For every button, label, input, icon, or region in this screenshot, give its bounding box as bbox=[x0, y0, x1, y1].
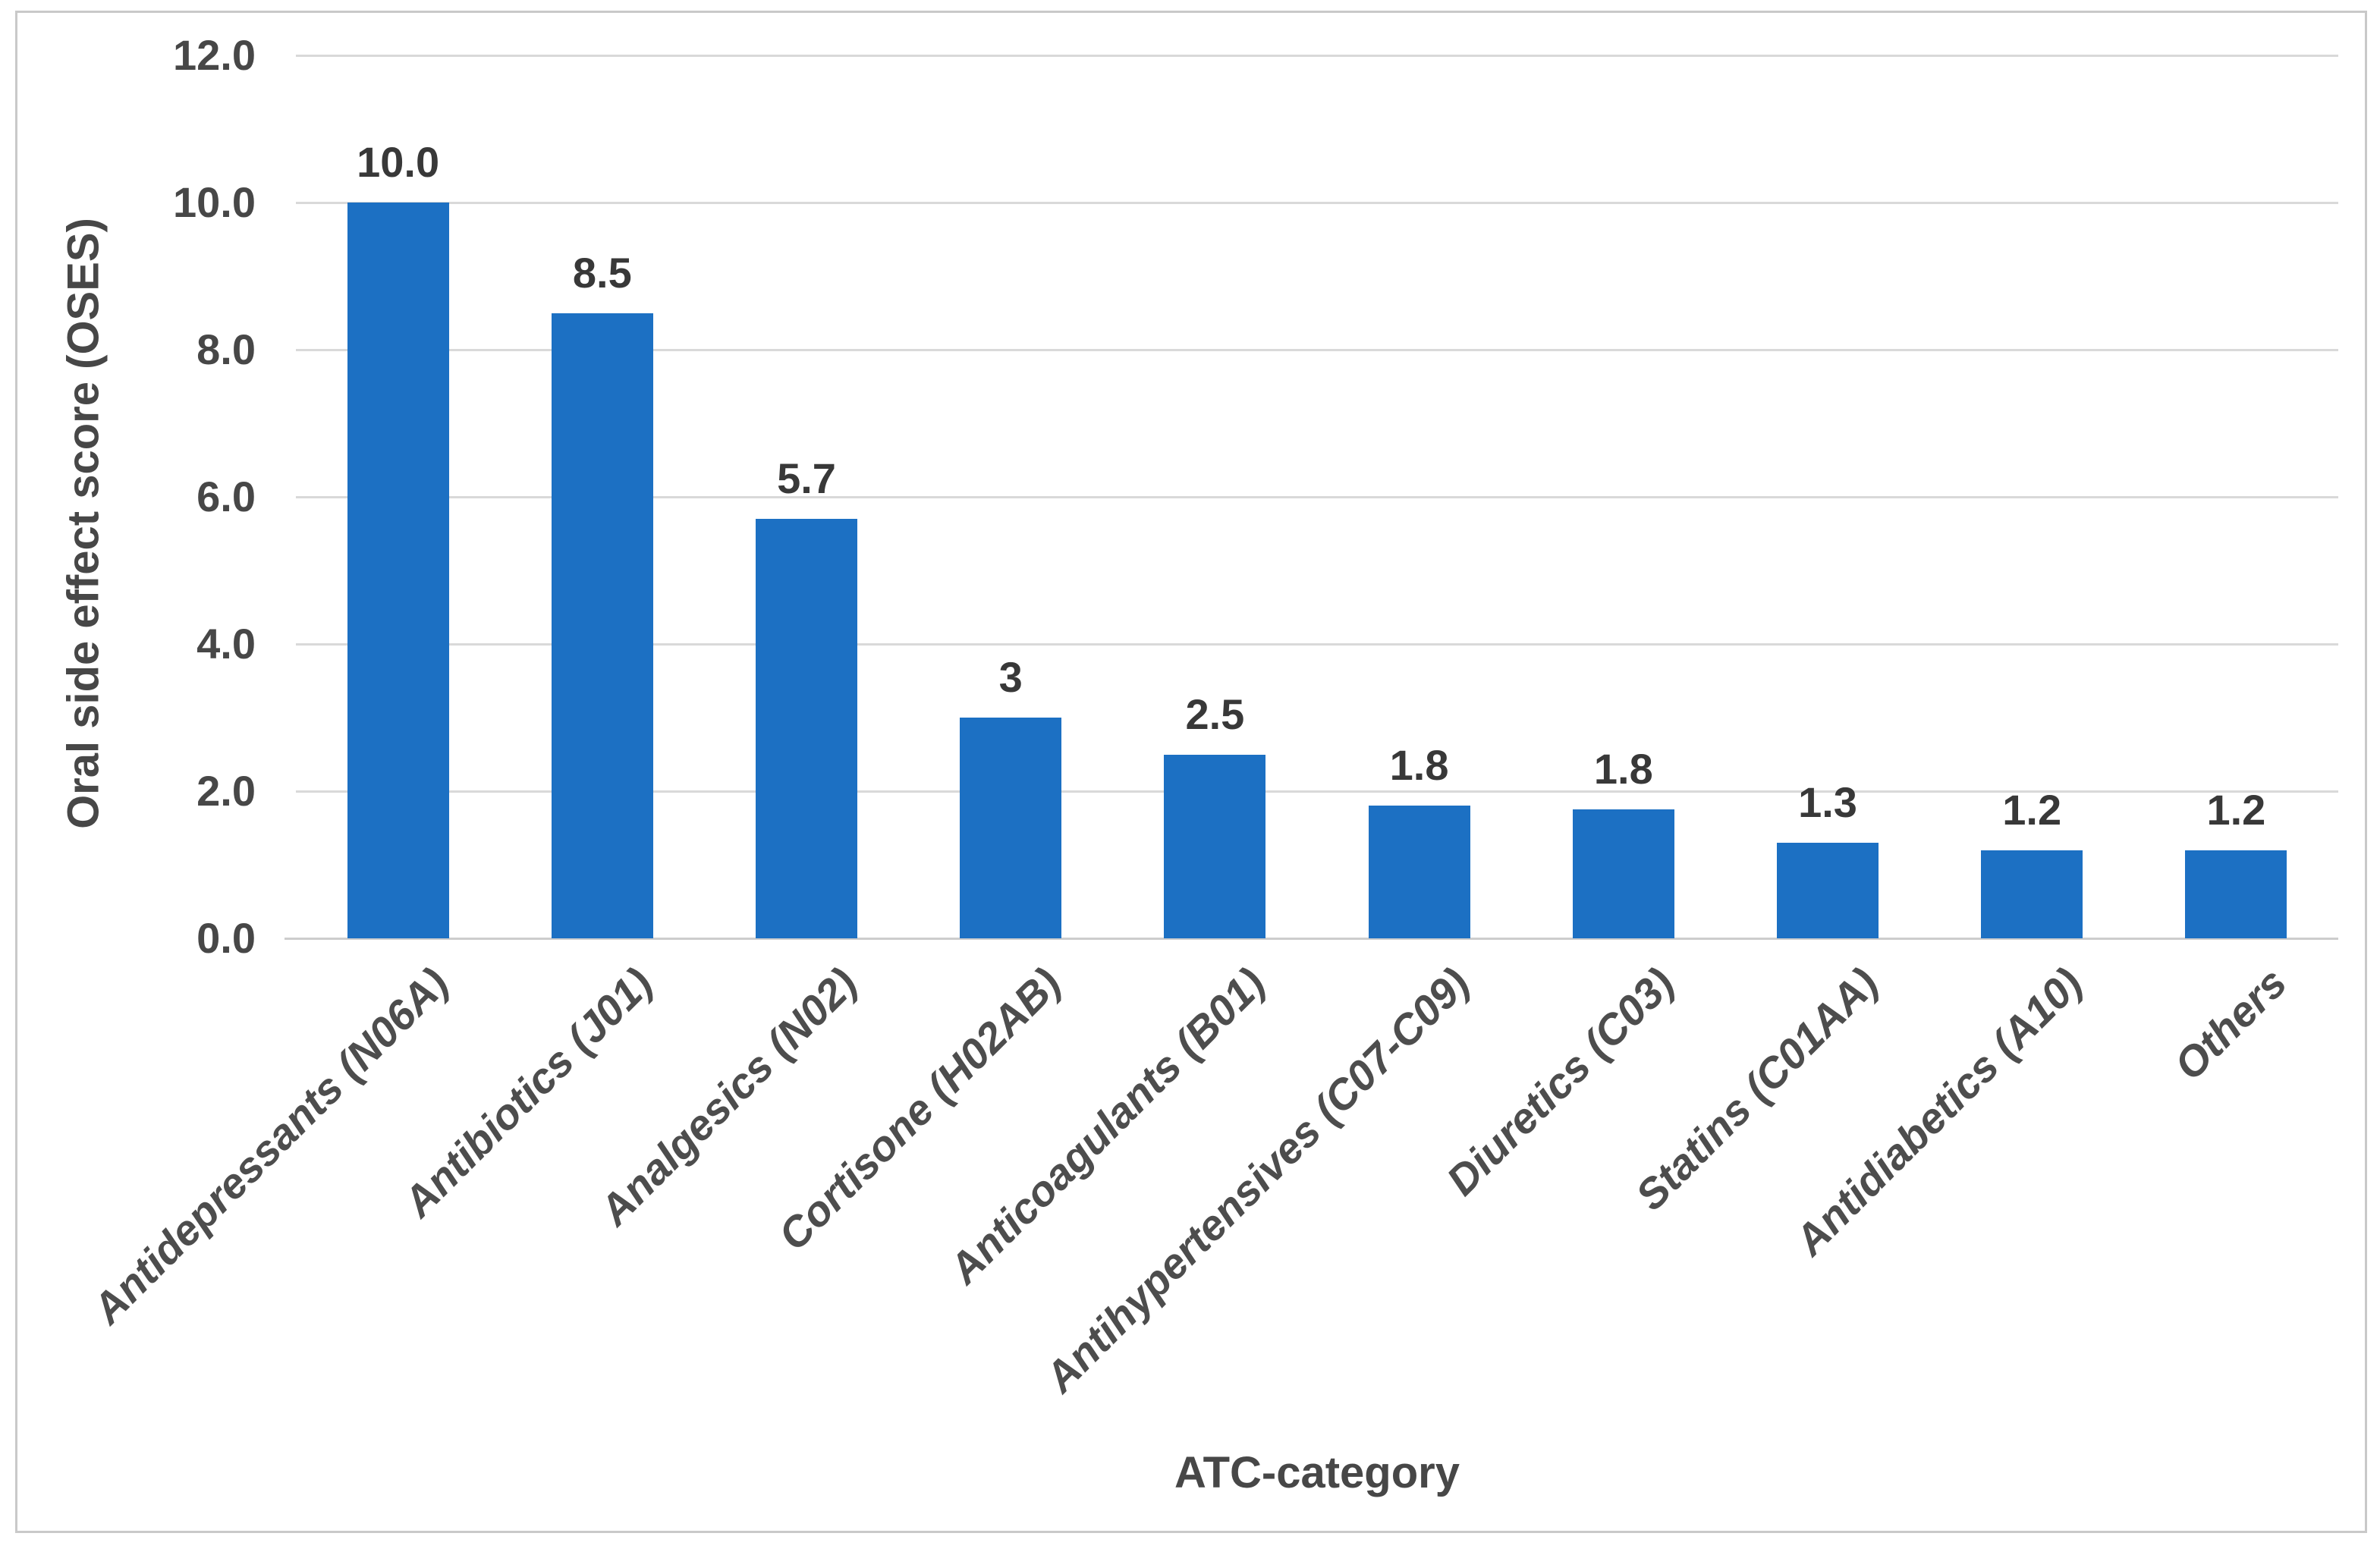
y-tick-label: 6.0 bbox=[196, 473, 256, 520]
bar-value-label: 1.3 bbox=[1798, 778, 1857, 826]
bar bbox=[1164, 754, 1266, 938]
bar bbox=[1572, 809, 1674, 938]
gridline bbox=[296, 349, 2338, 351]
bar bbox=[1981, 850, 2083, 938]
y-tick-label: 10.0 bbox=[173, 178, 256, 226]
bar-value-label: 1.8 bbox=[1389, 741, 1449, 790]
bar-value-label: 1.8 bbox=[1593, 745, 1653, 793]
y-tick-label: 0.0 bbox=[196, 914, 256, 962]
y-axis-title: Oral side effect score (OSES) bbox=[58, 218, 108, 829]
bar bbox=[756, 519, 857, 938]
bar-value-label: 8.5 bbox=[572, 248, 632, 297]
bar bbox=[1777, 842, 1879, 938]
x-axis-line bbox=[285, 938, 2338, 940]
x-axis-title: ATC-category bbox=[1174, 1448, 1460, 1497]
y-tick-label: 4.0 bbox=[196, 620, 256, 668]
bar bbox=[551, 313, 653, 938]
bar-value-label: 1.2 bbox=[2002, 785, 2062, 834]
y-tick-label: 8.0 bbox=[196, 325, 256, 373]
gridline bbox=[296, 496, 2338, 498]
y-tick-label: 2.0 bbox=[196, 767, 256, 815]
bar bbox=[347, 203, 449, 938]
bar-value-label: 5.7 bbox=[777, 454, 836, 503]
gridline bbox=[296, 202, 2338, 204]
bar bbox=[2185, 850, 2287, 938]
y-tick-label: 12.0 bbox=[173, 31, 256, 79]
gridline bbox=[296, 643, 2338, 646]
gridline bbox=[296, 790, 2338, 793]
bar bbox=[960, 718, 1062, 938]
bar-value-label: 10.0 bbox=[357, 138, 440, 186]
gridline bbox=[296, 55, 2338, 57]
bar-value-label: 3 bbox=[998, 653, 1023, 701]
bar-value-label: 1.2 bbox=[2206, 785, 2266, 834]
bar-value-label: 2.5 bbox=[1185, 690, 1245, 738]
bar bbox=[1368, 806, 1470, 938]
